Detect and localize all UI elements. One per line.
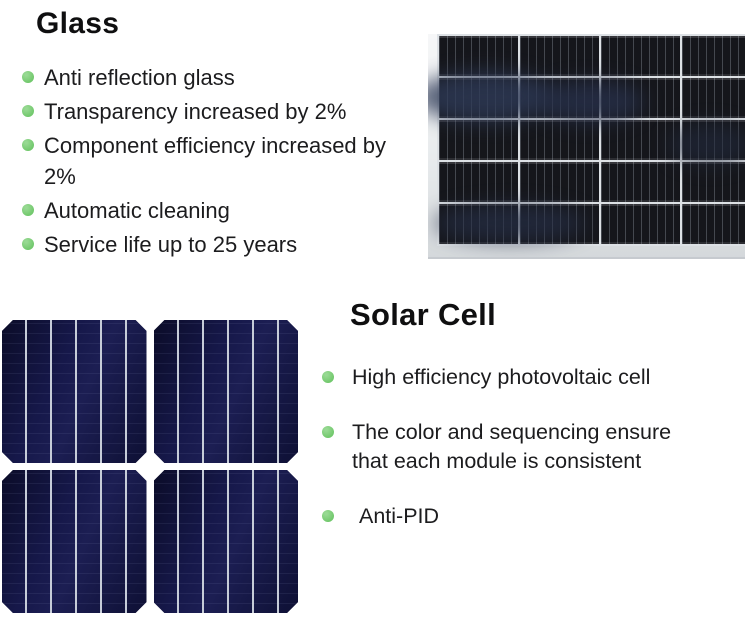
photo-cell: [439, 36, 518, 76]
list-item: Anti-PID: [322, 502, 707, 531]
feature-text: Anti-PID: [359, 504, 440, 528]
solar-cell-section: Solar Cell High efficiency photovoltaic …: [322, 296, 732, 557]
feature-text: Component efficiency increased by 2%: [44, 133, 387, 189]
photo-cell: [601, 204, 680, 244]
green-bullet-icon: [22, 105, 34, 117]
photo-cell: [154, 470, 299, 613]
photo-cell: [520, 162, 599, 202]
feature-text: Service life up to 25 years: [44, 232, 298, 257]
photo-cell: [601, 36, 680, 76]
photo-cell: [520, 204, 599, 244]
photo-cell: [439, 120, 518, 160]
photo-cell: [520, 120, 599, 160]
photo-cell: [2, 470, 147, 613]
solar-panel-photo: [428, 34, 745, 259]
feature-text: The color and sequencing ensure that eac…: [352, 420, 672, 473]
photo-cell: [154, 320, 299, 463]
photo-cell: [682, 162, 745, 202]
photo-cell: [682, 204, 745, 244]
feature-text: High efficiency photovoltaic cell: [352, 365, 651, 389]
photo-cell: [520, 36, 599, 76]
green-bullet-icon: [22, 71, 34, 83]
list-item: High efficiency photovoltaic cell: [322, 363, 707, 392]
photo-cell: [2, 320, 147, 463]
feature-text: Anti reflection glass: [44, 65, 235, 90]
list-item: Transparency increased by 2%: [22, 96, 414, 127]
photo-cell: [439, 204, 518, 244]
photo-cell: [520, 78, 599, 118]
photo-cell: [601, 78, 680, 118]
green-bullet-icon: [322, 426, 334, 438]
photo-cell: [601, 162, 680, 202]
feature-text: Automatic cleaning: [44, 198, 230, 223]
list-item: Automatic cleaning: [22, 195, 414, 226]
photo-cell: [682, 36, 745, 76]
glass-feature-list: Anti reflection glass Transparency incre…: [22, 62, 422, 260]
green-bullet-icon: [322, 510, 334, 522]
feature-text: Transparency increased by 2%: [44, 99, 347, 124]
photo-cell: [682, 120, 745, 160]
list-item: Component efficiency increased by 2%: [22, 130, 414, 192]
glass-title: Glass: [36, 7, 120, 40]
photo-cell: [601, 120, 680, 160]
list-item: Service life up to 25 years: [22, 229, 414, 260]
list-item: Anti reflection glass: [22, 62, 414, 93]
photo-cell: [439, 162, 518, 202]
green-bullet-icon: [22, 204, 34, 216]
green-bullet-icon: [322, 371, 334, 383]
green-bullet-icon: [22, 139, 34, 151]
photo-cell: [682, 78, 745, 118]
solar-cell-feature-list: High efficiency photovoltaic cell The co…: [322, 363, 732, 531]
solar-panel-cell-grid: [437, 34, 745, 246]
green-bullet-icon: [22, 238, 34, 250]
photo-cell: [439, 78, 518, 118]
list-item: The color and sequencing ensure that eac…: [322, 418, 707, 476]
glass-section: Glass Anti reflection glass Transparency…: [22, 6, 422, 263]
solar-cells-photo: [2, 320, 298, 613]
solar-cell-title: Solar Cell: [350, 297, 496, 332]
